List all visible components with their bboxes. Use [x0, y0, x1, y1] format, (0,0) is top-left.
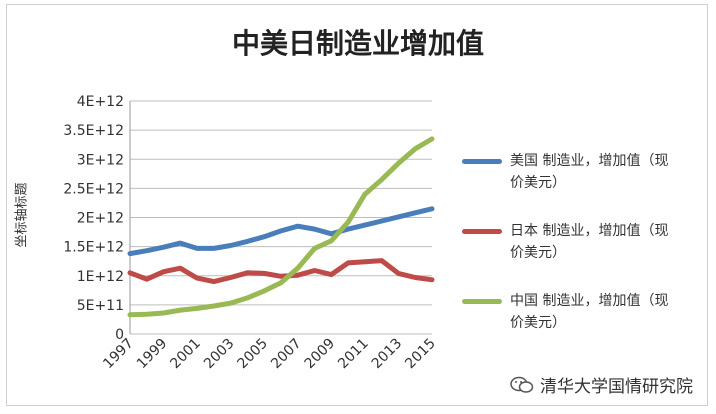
x-tick-label: 2003 [201, 336, 238, 373]
x-tick-label: 2009 [302, 336, 339, 373]
legend-item-us: 美国 制造业，增加值（现 价美元） [462, 150, 702, 194]
x-tick-label: 2011 [335, 336, 372, 373]
legend: 美国 制造业，增加值（现 价美元） 日本 制造业，增加值（现 价美元） 中国 制… [462, 150, 702, 360]
legend-swatch-cn [462, 299, 502, 304]
x-tick-label: 2005 [235, 336, 272, 373]
y-tick-label: 3.5E+12 [63, 123, 124, 139]
y-tick-label: 4E+12 [77, 94, 124, 110]
y-tick-label: 2E+12 [77, 211, 124, 227]
legend-swatch-jp [462, 229, 502, 234]
x-tick-label: 2007 [268, 336, 305, 373]
y-tick-label: 2.5E+12 [63, 181, 124, 197]
legend-item-jp: 日本 制造业，增加值（现 价美元） [462, 220, 702, 264]
legend-label-us-line1: 美国 制造业，增加值（现 [510, 153, 669, 169]
y-tick-label: 1E+12 [77, 269, 124, 285]
watermark-text: 清华大学国情研究院 [540, 377, 693, 397]
legend-label-us: 美国 制造业，增加值（现 价美元） [510, 150, 696, 194]
legend-label-us-line2: 价美元） [510, 175, 566, 191]
wechat-icon [510, 376, 534, 393]
series-line-2 [127, 258, 435, 285]
x-tick-label: 1999 [134, 336, 171, 373]
legend-swatch-us [462, 159, 502, 164]
legend-label-jp: 日本 制造业，增加值（现 价美元） [510, 220, 696, 264]
x-tick-label: 2001 [167, 336, 204, 373]
y-tick-label: 3E+12 [77, 152, 124, 168]
y-tick-label: 0 [115, 327, 124, 343]
legend-label-cn-line2: 价美元） [510, 315, 566, 331]
legend-item-cn: 中国 制造业，增加值（现 价美元） [462, 290, 702, 334]
x-tick-label: 2013 [369, 336, 406, 373]
legend-label-cn-line1: 中国 制造业，增加值（现 [510, 293, 669, 309]
legend-label-jp-line2: 价美元） [510, 245, 566, 261]
series-line-3 [127, 136, 435, 318]
y-tick-label: 1.5E+12 [63, 240, 124, 256]
series-line-1 [127, 206, 435, 257]
x-tick-label: 2015 [402, 336, 439, 373]
legend-label-cn: 中国 制造业，增加值（现 价美元） [510, 290, 696, 334]
chart-title: 中美日制造业增加值 [231, 27, 484, 60]
legend-label-jp-line1: 日本 制造业，增加值（现 [510, 223, 669, 239]
watermark: 清华大学国情研究院 [510, 372, 693, 397]
y-tick-label: 5E+11 [77, 298, 124, 314]
